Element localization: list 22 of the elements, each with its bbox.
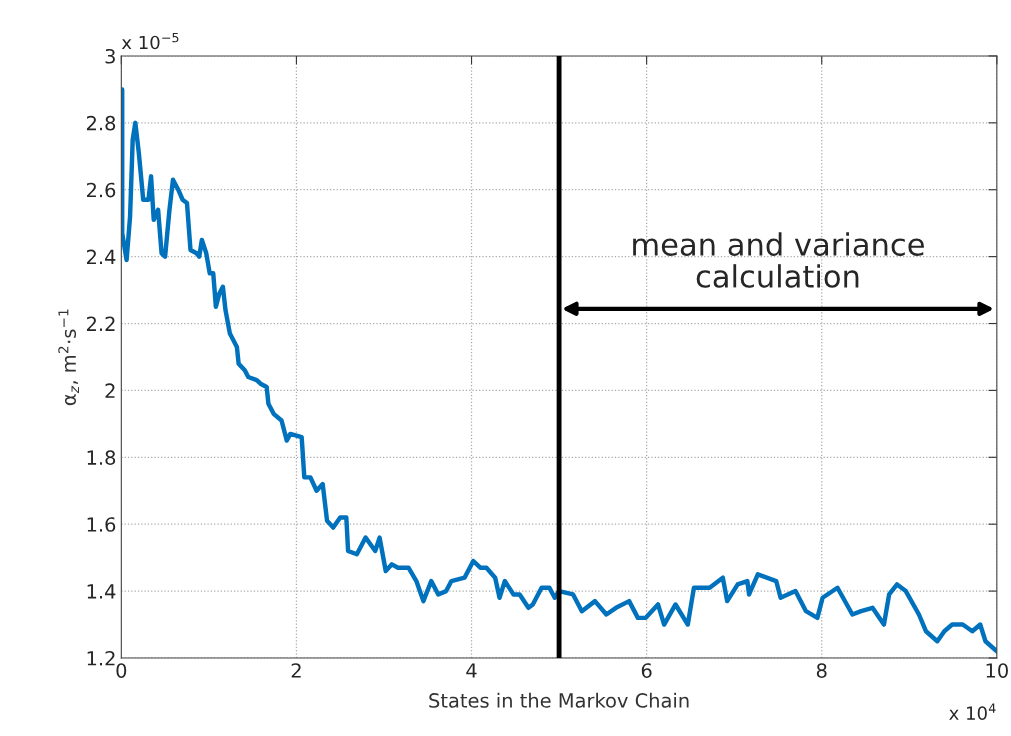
y-axis-title: α$_{z}$, m$^{2}$·s$^{−1}$ bbox=[58, 309, 79, 406]
x-axis-title: States in the Markov Chain bbox=[429, 692, 689, 708]
x-tick-label: 8 bbox=[816, 663, 827, 678]
y-tick-label: 3 bbox=[105, 48, 115, 64]
x-tick-label: 10 bbox=[986, 663, 1008, 678]
x-tick-label: 6 bbox=[641, 663, 652, 678]
x-tick-label: 4 bbox=[466, 663, 477, 678]
text: x 10$^{−5}$ bbox=[121, 32, 179, 50]
y-tick-label: 2.6 bbox=[86, 182, 116, 198]
text: x 10$^{4}$ bbox=[949, 703, 996, 720]
y-tick-label: 2.4 bbox=[86, 249, 116, 265]
x-tick-label: 0 bbox=[116, 663, 127, 678]
y-tick-label: 1.6 bbox=[87, 517, 116, 532]
y-tick-label: 2.8 bbox=[86, 115, 116, 131]
line-series bbox=[121, 87, 997, 654]
y-tick-label: 2.2 bbox=[86, 316, 115, 331]
y-tick-label: 1.8 bbox=[87, 450, 116, 465]
y-tick-label: 2 bbox=[105, 383, 115, 398]
annotation: mean and variance calculation bbox=[633, 232, 924, 288]
y-tick-label: 1.4 bbox=[87, 584, 116, 599]
y-tick-label: 1.2 bbox=[87, 650, 115, 666]
x-tick-label: 2 bbox=[291, 663, 301, 678]
